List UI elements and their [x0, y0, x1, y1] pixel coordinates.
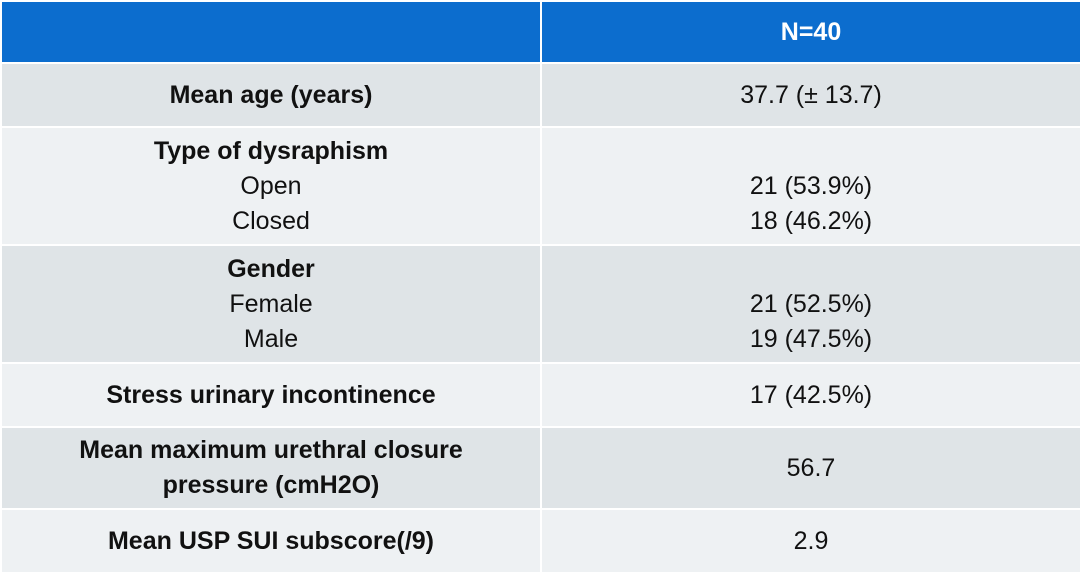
row-value-cell: 21 (52.5%) 19 (47.5%)	[540, 244, 1080, 364]
row-label-cell: Gender Female Male	[0, 244, 542, 364]
sub-value-open: 21 (53.9%)	[749, 171, 873, 200]
sub-label-female: Female	[229, 289, 313, 318]
table-row-dysraphism: Type of dysraphism Open Closed 21 (53.9%…	[0, 126, 1080, 246]
table-row-closure-pressure: Mean maximum urethral closure pressure (…	[0, 426, 1080, 510]
row-label: Mean USP SUI subscore(/9)	[0, 508, 542, 574]
sub-label-closed: Closed	[232, 206, 310, 235]
sub-label-male: Male	[243, 324, 299, 353]
row-label: Stress urinary incontinence	[0, 362, 542, 428]
table-row-gender: Gender Female Male 21 (52.5%) 19 (47.5%)	[0, 244, 1080, 364]
header-cell-n: N=40	[540, 0, 1080, 64]
sub-label-open: Open	[240, 171, 302, 200]
sub-value-closed: 18 (46.2%)	[749, 206, 873, 235]
table-row-stress-incontinence: Stress urinary incontinence 17 (42.5%)	[0, 362, 1080, 428]
value-spacer	[552, 134, 1070, 169]
header-cell-label	[0, 0, 542, 64]
row-value-cell: 21 (53.9%) 18 (46.2%)	[540, 126, 1080, 246]
header-row: N=40	[0, 0, 1080, 64]
row-label: Mean age (years)	[0, 62, 542, 128]
row-value: 2.9	[540, 508, 1080, 574]
row-value: 37.7 (± 13.7)	[540, 62, 1080, 128]
row-label: Mean maximum urethral closure pressure (…	[0, 426, 542, 510]
row-label: Gender	[227, 254, 315, 283]
row-label: Type of dysraphism	[153, 136, 389, 165]
sub-value-male: 19 (47.5%)	[749, 324, 873, 353]
table-row-mean-age: Mean age (years) 37.7 (± 13.7)	[0, 62, 1080, 128]
table-row-usp-sui: Mean USP SUI subscore(/9) 2.9	[0, 508, 1080, 574]
value-spacer	[552, 252, 1070, 287]
row-value: 56.7	[540, 426, 1080, 510]
row-value: 17 (42.5%)	[540, 362, 1080, 428]
row-label-cell: Type of dysraphism Open Closed	[0, 126, 542, 246]
sub-value-female: 21 (52.5%)	[749, 289, 873, 318]
